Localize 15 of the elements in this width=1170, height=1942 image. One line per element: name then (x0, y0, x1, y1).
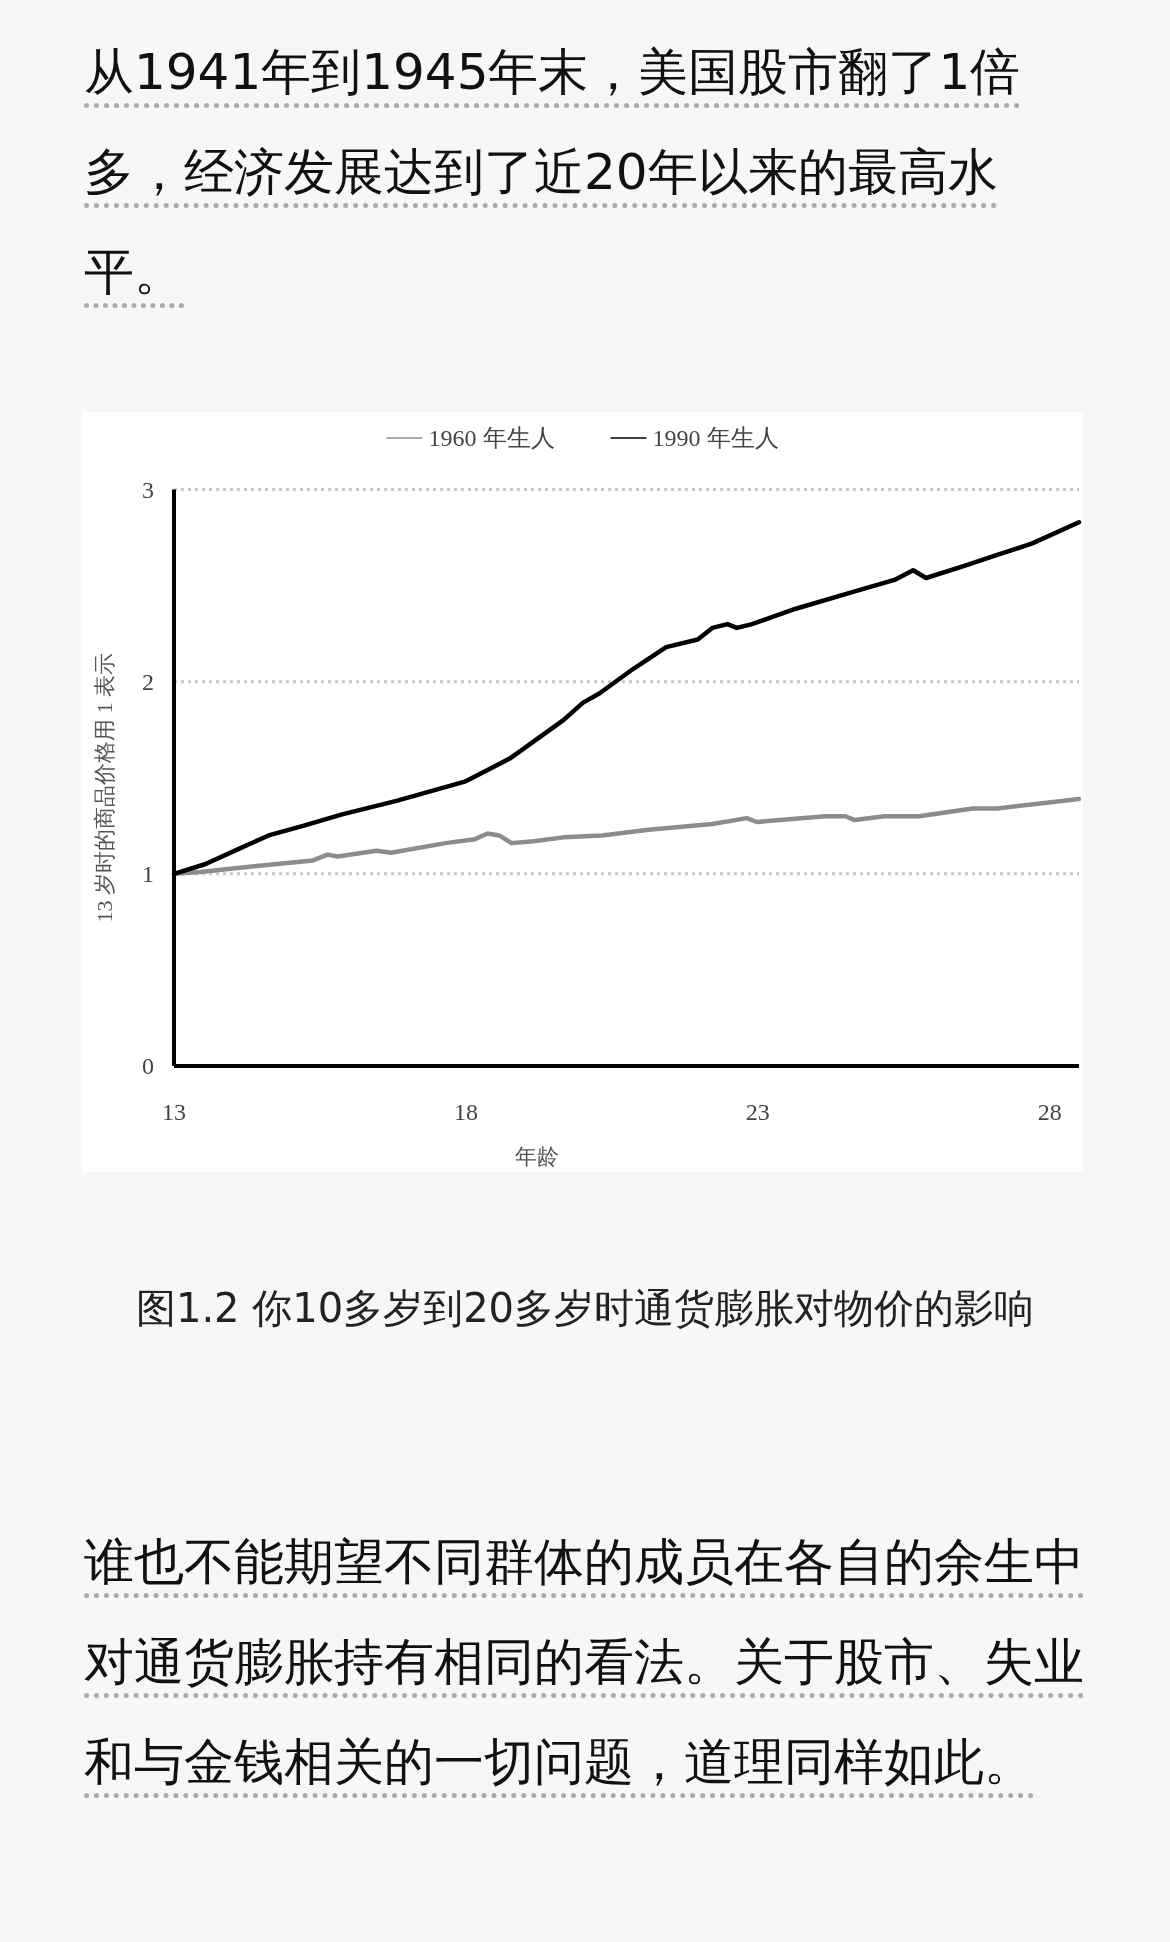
x-tick-label: 18 (453, 1099, 478, 1125)
x-tick-label: 28 (1037, 1099, 1062, 1125)
text: 谁也不能期望不同群体的成员在各自的余生中对通货膨胀持有相同的看法。关于股市、失业和与金钱相关的一切问题，道理同样如此。 (84, 1532, 1085, 1793)
y-tick-label: 0 (142, 1053, 154, 1079)
text: 图1.2 你10多岁到20多岁时通货膨胀对物价的影响 (134, 1284, 1036, 1333)
x-tick-label: 23 (745, 1099, 770, 1125)
y-tick-label: 3 (142, 476, 154, 503)
y-axis-title: 13 岁时的商品价格用 1 表示 (91, 653, 117, 923)
text: 从1941年到1945年末，美国股市翻了1倍多，经济发展达到了近20年以来的最高水平。 (84, 42, 1022, 303)
x-axis-title: 年龄 (514, 1143, 559, 1169)
y-tick-label: 1 (142, 860, 154, 887)
x-tick-label: 13 (162, 1099, 186, 1125)
legend-label: 1960 年生人 (428, 425, 555, 451)
y-tick-label: 2 (142, 668, 154, 695)
legend-label: 1990 年生人 (652, 425, 779, 451)
